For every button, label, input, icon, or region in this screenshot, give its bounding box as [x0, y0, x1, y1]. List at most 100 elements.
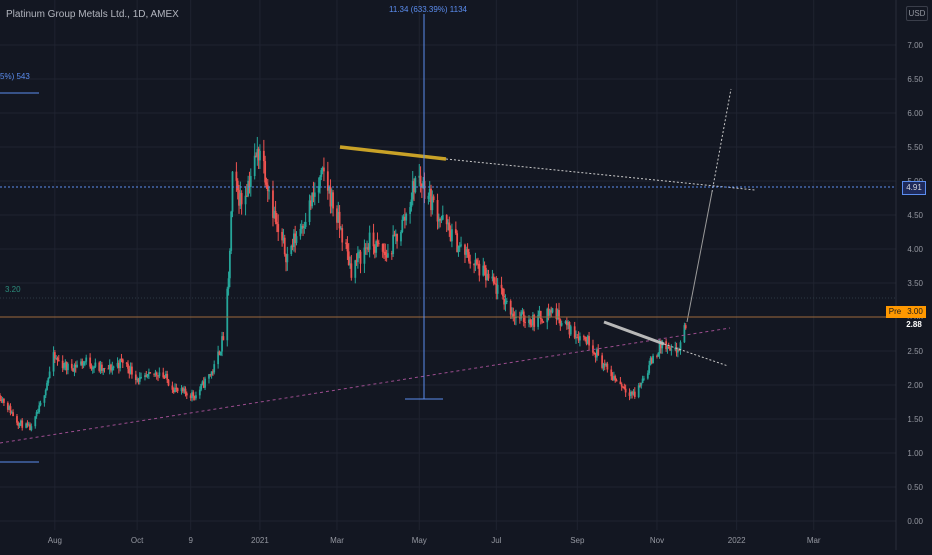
candle-body [347, 251, 350, 266]
candle-body [368, 232, 371, 250]
candle-body [373, 246, 376, 253]
candle-body [29, 424, 31, 431]
candle-body [390, 253, 393, 255]
candle-body [504, 302, 507, 305]
candle-body [372, 232, 375, 247]
candle-body [403, 216, 406, 221]
candle-body [576, 337, 579, 339]
candle-body [475, 259, 478, 264]
candle-body [622, 386, 624, 388]
candle-body [547, 308, 550, 316]
candle-body [157, 375, 159, 377]
candle-body [405, 213, 408, 221]
candle-body [16, 416, 18, 423]
candle-body [283, 237, 286, 255]
candle-body [137, 378, 140, 382]
candle-body [329, 187, 332, 207]
candle-body [567, 321, 570, 326]
candle-body [612, 376, 615, 380]
candle-body [491, 276, 494, 279]
candle-body [496, 284, 499, 294]
candle-body [529, 319, 532, 325]
candle-body [189, 395, 192, 398]
candle-body [400, 232, 402, 242]
candle-body [91, 368, 94, 370]
candle-body [458, 245, 461, 247]
x-tick-label: May [412, 536, 427, 545]
candle-body [192, 392, 195, 397]
candle-body [601, 355, 604, 368]
candle-body [575, 337, 577, 339]
candle-body [311, 192, 314, 207]
candle-body [299, 228, 302, 237]
candle-body [36, 412, 39, 414]
candle-body [117, 362, 120, 369]
candle-body [163, 377, 166, 379]
candle-body [385, 255, 388, 258]
candle-body [164, 373, 167, 378]
candle-body [9, 406, 12, 413]
candle-body [332, 192, 334, 209]
projection-line [686, 191, 713, 323]
candle-body [465, 249, 468, 255]
candle-body [153, 373, 156, 375]
candle-body [277, 224, 280, 232]
candle-body [436, 200, 439, 222]
candle-body [560, 323, 563, 326]
candle-body [238, 189, 240, 206]
candle-body [541, 319, 543, 322]
candle-body [620, 384, 623, 387]
candle-body [146, 374, 149, 377]
candle-body [667, 346, 670, 348]
y-tick-label: 0.00 [907, 517, 923, 526]
candle-body [19, 420, 22, 423]
candle-body [83, 361, 86, 363]
candle-body [313, 192, 316, 197]
candle-body [21, 420, 24, 428]
candle-body [64, 361, 67, 368]
candle-body [48, 371, 51, 379]
candle-body [38, 405, 41, 413]
candle-body [6, 402, 9, 410]
candle-body [356, 252, 359, 263]
candle-body [218, 351, 221, 356]
candle-body [420, 183, 423, 188]
candle-body [678, 349, 681, 351]
candle-body [222, 336, 225, 341]
candle-body [486, 273, 489, 281]
candle-body [577, 337, 580, 341]
candle-body [121, 359, 124, 363]
candle-body [431, 196, 434, 211]
candle-body [602, 363, 605, 368]
currency-button[interactable]: USD [906, 6, 928, 21]
candle-body [454, 229, 457, 234]
candle-body [345, 242, 348, 245]
candle-body [259, 150, 261, 161]
candle-body [477, 263, 479, 265]
candle-body [282, 237, 285, 241]
candle-body [147, 372, 150, 375]
candle-body [387, 253, 389, 258]
candle-body [657, 353, 660, 357]
y-tick-label: 6.00 [907, 109, 923, 118]
candle-body [611, 376, 614, 380]
candle-body [76, 364, 78, 368]
candle-body [175, 387, 178, 389]
candle-body [292, 233, 295, 247]
candle-body [72, 368, 75, 372]
candle-body [46, 382, 48, 391]
candle-body [249, 176, 252, 187]
candle-body [546, 308, 549, 323]
candle-body [317, 186, 320, 193]
candle-body [538, 310, 541, 315]
candle-body [231, 171, 234, 212]
candle-body [518, 317, 521, 319]
candle-body [304, 221, 307, 227]
candle-body [155, 372, 158, 376]
candle-body [131, 366, 133, 375]
y-tick-label: 6.50 [907, 75, 923, 84]
candle-body [377, 243, 380, 245]
candle-body [294, 233, 297, 243]
